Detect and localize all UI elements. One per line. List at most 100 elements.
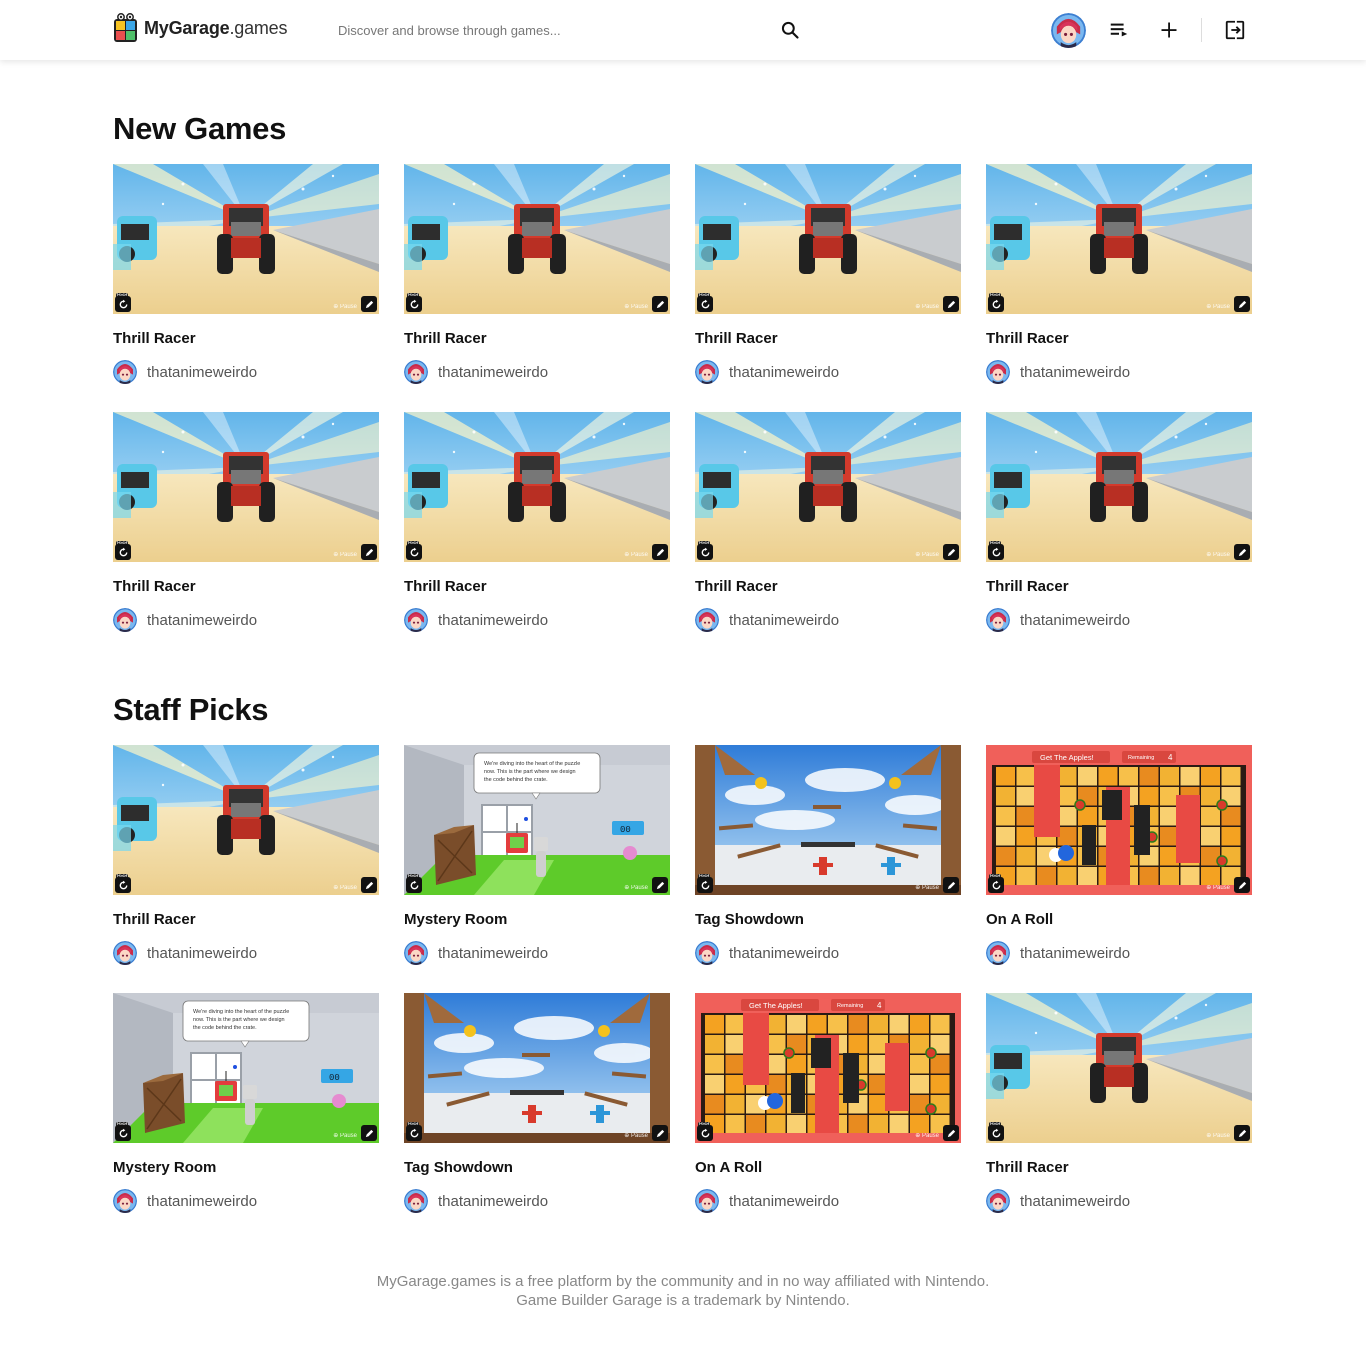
author-avatar[interactable] (695, 608, 719, 632)
game-thumbnail[interactable]: Hold ⊕ Pause (113, 745, 379, 895)
author-name[interactable]: thatanimeweirdo (147, 363, 258, 381)
author-name[interactable]: thatanimeweirdo (147, 611, 258, 629)
game-thumbnail[interactable]: Hold ⊕ Pause (986, 164, 1252, 314)
game-author[interactable]: thatanimeweirdo (113, 608, 379, 632)
game-thumbnail[interactable]: Hold ⊕ Pause (695, 164, 961, 314)
game-card[interactable]: Hold ⊕ Pause Thrill Racer thatanimeweird… (113, 164, 379, 384)
game-title[interactable]: On A Roll (695, 1159, 763, 1176)
author-name[interactable]: thatanimeweirdo (729, 1192, 840, 1210)
author-name[interactable]: thatanimeweirdo (729, 363, 840, 381)
game-thumbnail[interactable]: Get The Apples! Remaining 4 Hold ⊕ Pause (986, 745, 1252, 895)
game-thumbnail[interactable]: Hold ⊕ Pause (695, 412, 961, 562)
author-name[interactable]: thatanimeweirdo (729, 944, 840, 962)
game-card[interactable]: We're diving into the heart of the puzzl… (404, 745, 670, 965)
author-avatar[interactable] (113, 608, 137, 632)
author-name[interactable]: thatanimeweirdo (438, 944, 549, 962)
game-card[interactable]: Hold ⊕ Pause Thrill Racer thatanimeweird… (986, 164, 1252, 384)
playlist-button[interactable] (1106, 17, 1132, 43)
game-card[interactable]: Hold ⊕ Pause Tag Showdown thatanimeweird… (695, 745, 961, 965)
game-title[interactable]: Mystery Room (113, 1159, 217, 1176)
game-author[interactable]: thatanimeweirdo (695, 941, 961, 965)
author-name[interactable]: thatanimeweirdo (1020, 1192, 1131, 1210)
game-card[interactable]: Hold ⊕ Pause Thrill Racer thatanimeweird… (986, 993, 1252, 1213)
game-title[interactable]: Thrill Racer (404, 578, 487, 595)
game-title[interactable]: Thrill Racer (695, 578, 778, 595)
author-avatar[interactable] (986, 1189, 1010, 1213)
game-title[interactable]: Mystery Room (404, 911, 508, 928)
game-title[interactable]: Thrill Racer (695, 330, 778, 347)
game-thumbnail[interactable]: Get The Apples! Remaining 4 Hold ⊕ Pause (695, 993, 961, 1143)
author-name[interactable]: thatanimeweirdo (438, 363, 549, 381)
author-avatar[interactable] (113, 941, 137, 965)
game-thumbnail[interactable]: We're diving into the heart of the puzzl… (113, 993, 379, 1143)
game-thumbnail[interactable]: Hold ⊕ Pause (113, 412, 379, 562)
game-author[interactable]: thatanimeweirdo (986, 608, 1252, 632)
author-avatar[interactable] (986, 608, 1010, 632)
author-avatar[interactable] (404, 941, 428, 965)
game-thumbnail[interactable]: Hold ⊕ Pause (986, 993, 1252, 1143)
author-name[interactable]: thatanimeweirdo (1020, 611, 1131, 629)
game-card[interactable]: Hold ⊕ Pause Thrill Racer thatanimeweird… (695, 164, 961, 384)
game-thumbnail[interactable]: Hold ⊕ Pause (695, 745, 961, 895)
game-card[interactable]: Hold ⊕ Pause Tag Showdown thatanimeweird… (404, 993, 670, 1213)
game-thumbnail[interactable]: Hold ⊕ Pause (404, 412, 670, 562)
game-author[interactable]: thatanimeweirdo (986, 360, 1252, 384)
game-card[interactable]: Get The Apples! Remaining 4 Hold ⊕ Pause… (986, 745, 1252, 965)
author-avatar[interactable] (404, 1189, 428, 1213)
game-card[interactable]: Hold ⊕ Pause Thrill Racer thatanimeweird… (986, 412, 1252, 632)
author-avatar[interactable] (113, 1189, 137, 1213)
author-name[interactable]: thatanimeweirdo (147, 1192, 258, 1210)
game-author[interactable]: thatanimeweirdo (113, 941, 379, 965)
game-title[interactable]: Tag Showdown (404, 1159, 513, 1176)
author-name[interactable]: thatanimeweirdo (1020, 944, 1131, 962)
game-card[interactable]: We're diving into the heart of the puzzl… (113, 993, 379, 1213)
game-title[interactable]: Thrill Racer (113, 911, 196, 928)
game-title[interactable]: Thrill Racer (404, 330, 487, 347)
game-card[interactable]: Hold ⊕ Pause Thrill Racer thatanimeweird… (113, 412, 379, 632)
game-title[interactable]: Thrill Racer (986, 330, 1069, 347)
game-author[interactable]: thatanimeweirdo (404, 360, 670, 384)
author-avatar[interactable] (695, 1189, 719, 1213)
author-avatar[interactable] (113, 360, 137, 384)
game-author[interactable]: thatanimeweirdo (986, 1189, 1252, 1213)
author-avatar[interactable] (695, 360, 719, 384)
game-author[interactable]: thatanimeweirdo (404, 941, 670, 965)
game-author[interactable]: thatanimeweirdo (404, 608, 670, 632)
game-card[interactable]: Hold ⊕ Pause Thrill Racer thatanimeweird… (404, 164, 670, 384)
game-thumbnail[interactable]: Hold ⊕ Pause (113, 164, 379, 314)
game-title[interactable]: Thrill Racer (113, 330, 196, 347)
author-name[interactable]: thatanimeweirdo (1020, 363, 1131, 381)
author-avatar[interactable] (986, 941, 1010, 965)
game-thumbnail[interactable]: We're diving into the heart of the puzzl… (404, 745, 670, 895)
search-input[interactable] (330, 15, 750, 45)
author-avatar[interactable] (404, 360, 428, 384)
game-thumbnail[interactable]: Hold ⊕ Pause (404, 993, 670, 1143)
game-title[interactable]: Thrill Racer (986, 1159, 1069, 1176)
game-thumbnail[interactable]: Hold ⊕ Pause (986, 412, 1252, 562)
game-author[interactable]: thatanimeweirdo (113, 360, 379, 384)
author-name[interactable]: thatanimeweirdo (438, 1192, 549, 1210)
author-avatar[interactable] (695, 941, 719, 965)
game-author[interactable]: thatanimeweirdo (404, 1189, 670, 1213)
author-avatar[interactable] (404, 608, 428, 632)
user-avatar[interactable] (1051, 13, 1086, 48)
search-button[interactable] (776, 16, 804, 44)
game-title[interactable]: Thrill Racer (113, 578, 196, 595)
game-author[interactable]: thatanimeweirdo (695, 360, 961, 384)
game-author[interactable]: thatanimeweirdo (986, 941, 1252, 965)
game-card[interactable]: Hold ⊕ Pause Thrill Racer thatanimeweird… (113, 745, 379, 965)
author-name[interactable]: thatanimeweirdo (147, 944, 258, 962)
game-card[interactable]: Hold ⊕ Pause Thrill Racer thatanimeweird… (695, 412, 961, 632)
game-title[interactable]: Tag Showdown (695, 911, 804, 928)
game-author[interactable]: thatanimeweirdo (695, 608, 961, 632)
site-logo[interactable]: MyGarage.games (113, 12, 287, 44)
game-author[interactable]: thatanimeweirdo (695, 1189, 961, 1213)
author-name[interactable]: thatanimeweirdo (729, 611, 840, 629)
game-title[interactable]: Thrill Racer (986, 578, 1069, 595)
game-title[interactable]: On A Roll (986, 911, 1054, 928)
add-game-button[interactable] (1156, 17, 1182, 43)
author-name[interactable]: thatanimeweirdo (438, 611, 549, 629)
game-author[interactable]: thatanimeweirdo (113, 1189, 379, 1213)
game-card[interactable]: Get The Apples! Remaining 4 Hold ⊕ Pause… (695, 993, 961, 1213)
game-thumbnail[interactable]: Hold ⊕ Pause (404, 164, 670, 314)
